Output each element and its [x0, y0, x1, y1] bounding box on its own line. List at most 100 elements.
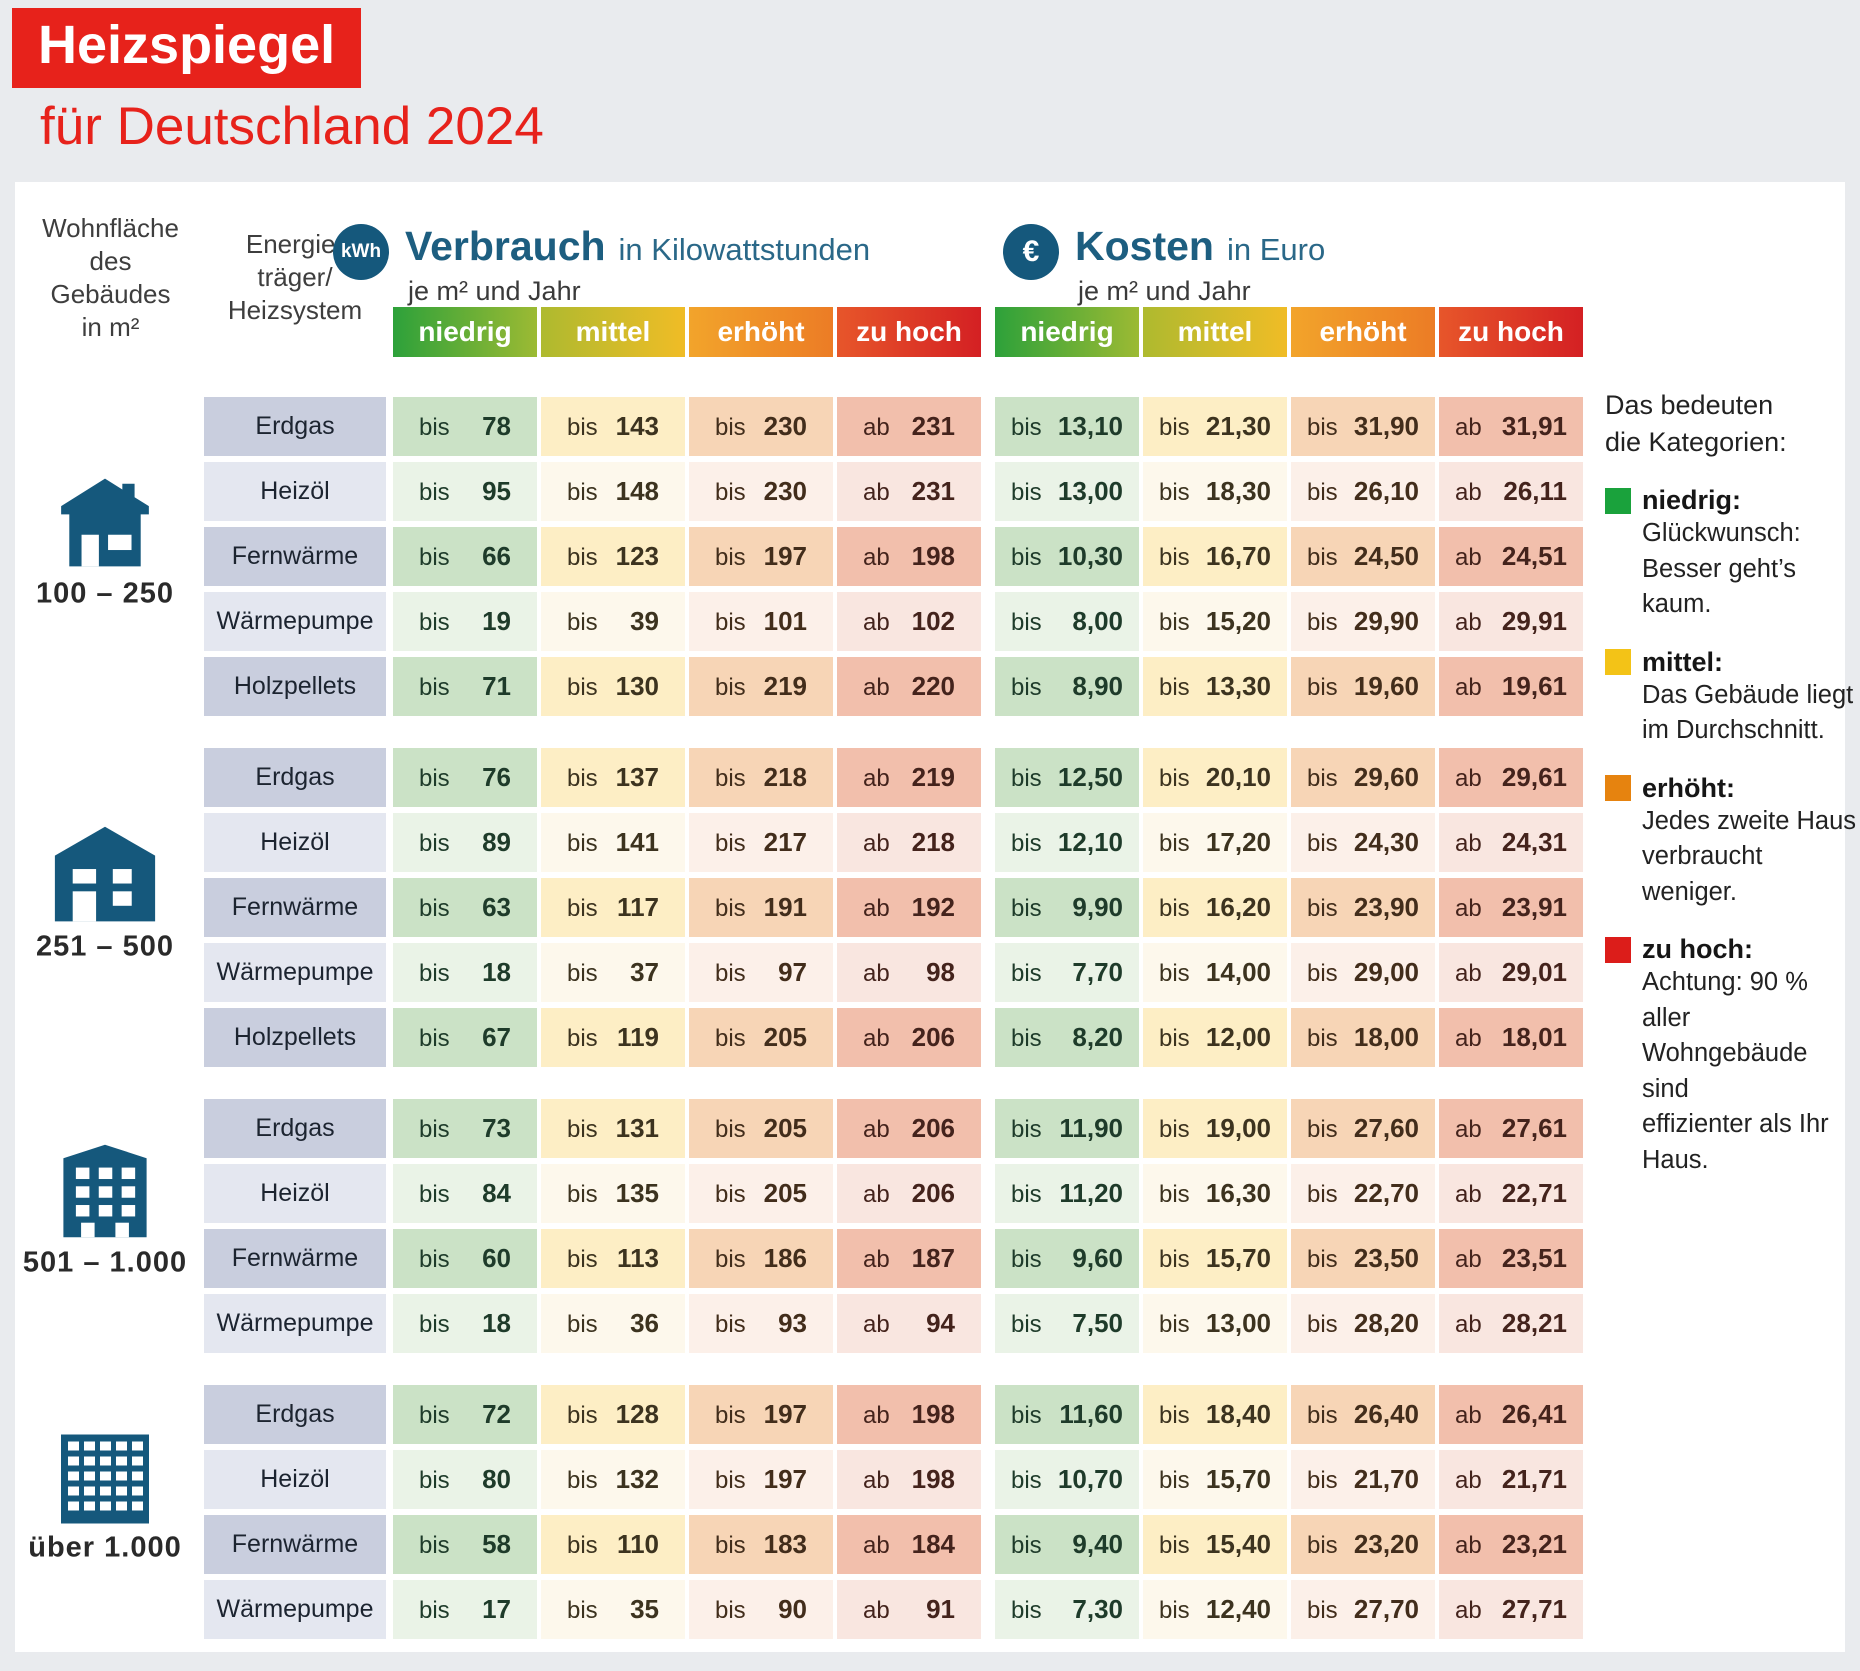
area-size-column: 251 – 500 [15, 824, 195, 963]
value-cell: bis 97 [689, 943, 833, 1002]
value-number: 18,30 [1205, 476, 1271, 506]
value-number: 22,71 [1501, 1178, 1567, 1208]
value-prefix: bis [1159, 895, 1190, 922]
value-number: 39 [630, 606, 659, 636]
value-number: 29,01 [1501, 957, 1567, 987]
category-header-cell: niedrig [393, 307, 537, 357]
value-number: 187 [911, 1243, 955, 1273]
value-cell: ab 218 [837, 813, 981, 872]
value-cell: bis 135 [541, 1164, 685, 1223]
value-cell: bis 24,30 [1291, 813, 1435, 872]
energy-label: Erdgas [255, 412, 335, 440]
value-number: 219 [911, 762, 955, 792]
value-cell: ab 29,91 [1439, 592, 1583, 651]
value-cell: ab 24,31 [1439, 813, 1583, 872]
verbrauch-header: kWh Verbrauch in Kilowattstunden je m² u… [333, 223, 870, 307]
value-cell: bis 7,70 [995, 943, 1139, 1002]
category-header-row: niedrig mittel erhöht zu hoch niedrig mi… [393, 307, 1583, 357]
value-cell: bis 148 [541, 462, 685, 521]
value-number: 217 [763, 827, 807, 857]
value-prefix: bis [1011, 895, 1042, 922]
energy-label-cell: Heizöl [204, 462, 386, 521]
block-rows: Erdgas bis 78 bis 143 bis 230 ab 231 bis 13,1… [204, 397, 1583, 716]
table-row: Erdgas bis 78 bis 143 bis 230 ab 231 bis 13,1… [204, 397, 1583, 456]
value-number: 23,21 [1501, 1529, 1567, 1559]
value-prefix: bis [1011, 1402, 1042, 1429]
value-cell: bis 60 [393, 1229, 537, 1288]
value-prefix: bis [1307, 479, 1338, 506]
value-cell: bis 217 [689, 813, 833, 872]
value-number: 90 [778, 1594, 807, 1624]
value-cell: bis 12,10 [995, 813, 1139, 872]
value-prefix: bis [715, 414, 746, 441]
value-cell: ab 231 [837, 462, 981, 521]
value-number: 97 [778, 957, 807, 987]
value-prefix: ab [1455, 765, 1482, 792]
value-cell: bis 28,20 [1291, 1294, 1435, 1353]
badge-text: Heizspiegel [38, 15, 336, 75]
value-prefix: bis [1307, 1402, 1338, 1429]
table-row: Wärmepumpe bis 18 bis 36 bis 93 ab 94 bis 7,5… [204, 1294, 1583, 1353]
value-prefix: bis [419, 1116, 450, 1143]
value-cell: bis 11,90 [995, 1099, 1139, 1158]
value-number: 12,00 [1205, 1022, 1271, 1052]
value-number: 24,30 [1353, 827, 1419, 857]
value-prefix: ab [1455, 1116, 1482, 1143]
energy-label-cell: Wärmepumpe [204, 1580, 386, 1639]
value-number: 14,00 [1205, 957, 1271, 987]
value-cell: ab 231 [837, 397, 981, 456]
value-cell: bis 23,50 [1291, 1229, 1435, 1288]
kwh-icon: kWh [333, 224, 389, 280]
value-prefix: bis [1159, 544, 1190, 571]
value-prefix: ab [863, 1246, 890, 1273]
value-cell: bis 12,40 [1143, 1580, 1287, 1639]
value-prefix: bis [567, 1467, 598, 1494]
legend-swatch [1605, 936, 1631, 963]
legend-description: Achtung: 90 % aller Wohngebäude sind eff… [1642, 968, 1829, 1174]
value-number: 113 [617, 1243, 659, 1273]
energy-column-header: Energie- träger/ Heizsystem [227, 229, 363, 325]
value-number: 11,90 [1059, 1113, 1123, 1143]
value-prefix: bis [1307, 609, 1338, 636]
value-prefix: bis [715, 1025, 746, 1052]
value-number: 7,70 [1072, 957, 1123, 987]
legend-description: Jedes zweite Haus verbraucht weniger. [1642, 806, 1857, 906]
value-prefix: bis [567, 1246, 598, 1273]
value-prefix: ab [1455, 479, 1482, 506]
value-number: 29,91 [1501, 606, 1567, 636]
value-number: 15,70 [1205, 1243, 1271, 1273]
kosten-header: € Kosten in Euro je m² und Jahr [1003, 223, 1326, 307]
value-number: 231 [911, 411, 955, 441]
value-cell: bis 219 [689, 657, 833, 716]
value-prefix: bis [419, 765, 450, 792]
value-cell: bis 15,40 [1143, 1515, 1287, 1574]
value-cell: bis 67 [393, 1008, 537, 1067]
value-prefix: bis [1011, 830, 1042, 857]
kosten-unit: in Euro [1226, 232, 1326, 267]
value-prefix: bis [419, 1311, 450, 1338]
legend-term: niedrig: [1642, 485, 1741, 515]
value-prefix: bis [715, 674, 746, 701]
value-prefix: ab [863, 1402, 890, 1429]
value-number: 13,00 [1057, 476, 1123, 506]
value-prefix: ab [1455, 674, 1482, 701]
value-prefix: bis [1159, 1597, 1190, 1624]
value-cell: bis 13,00 [995, 462, 1139, 521]
value-cell: bis 12,50 [995, 748, 1139, 807]
value-number: 128 [615, 1399, 659, 1429]
value-prefix: bis [567, 960, 598, 987]
legend-term: zu hoch: [1642, 934, 1753, 964]
value-prefix: bis [715, 1467, 746, 1494]
value-cell: bis 14,00 [1143, 943, 1287, 1002]
value-cell: bis 117 [541, 878, 685, 937]
value-cell: bis 15,70 [1143, 1229, 1287, 1288]
value-prefix: bis [567, 765, 598, 792]
value-cell: bis 128 [541, 1385, 685, 1444]
value-prefix: bis [567, 1025, 598, 1052]
value-cell: ab 23,51 [1439, 1229, 1583, 1288]
value-cell: bis 131 [541, 1099, 685, 1158]
value-prefix: bis [715, 1311, 746, 1338]
category-label: erhöht [717, 316, 805, 347]
energy-label: Holzpellets [233, 1023, 357, 1051]
value-prefix: bis [1307, 765, 1338, 792]
